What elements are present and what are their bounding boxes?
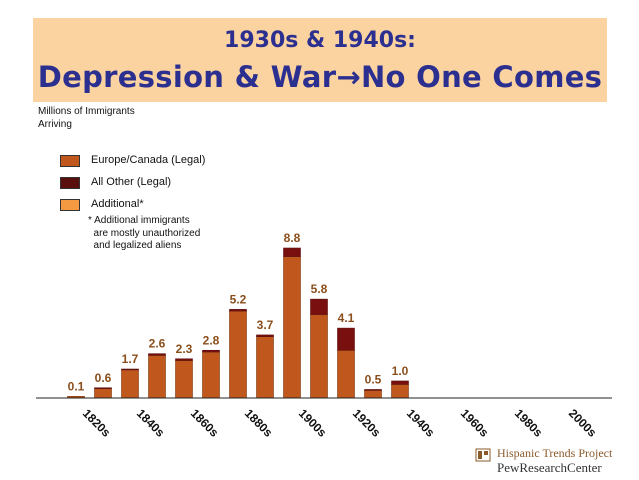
bar-1880s-europe — [229, 310, 247, 399]
y-axis-label-text: Millions of Immigrants Arriving — [38, 106, 135, 130]
data-label-1930s: 0.5 — [365, 372, 382, 386]
x-tick-label-1960s: 1960s — [458, 406, 492, 440]
bar-1920s-europe — [337, 349, 355, 399]
bar-1870s-europe — [202, 351, 220, 399]
bar-1850s-other — [148, 353, 166, 356]
x-tick-label-1940s: 1940s — [404, 406, 438, 440]
legend-label-other: All Other (Legal) — [91, 176, 172, 188]
bar-1890s-europe — [256, 336, 274, 399]
data-label-1830s: 0.6 — [95, 371, 112, 385]
title-line-1: 1930s & 1940s: — [224, 28, 416, 53]
x-tick-label-1840s: 1840s — [134, 406, 168, 440]
bar-1860s-europe — [175, 360, 193, 399]
data-label-1880s: 5.2 — [230, 292, 247, 306]
legend-swatch-europe — [60, 155, 80, 167]
bar-1880s-other — [229, 309, 247, 312]
data-label-1860s: 2.3 — [176, 342, 193, 356]
bar-1890s-other — [256, 334, 274, 337]
data-label-1820s: 0.1 — [68, 379, 85, 393]
bar-1850s-europe — [148, 355, 166, 399]
data-label-1900s: 8.8 — [284, 231, 301, 245]
source-organization: PewResearchCenter — [497, 460, 602, 475]
legend-swatch-other — [60, 177, 80, 189]
data-label-1870s: 2.8 — [203, 333, 220, 347]
title-banner: 1930s & 1940s: Depression & War→No One C… — [33, 18, 607, 102]
bar-1840s-other — [121, 368, 139, 371]
source-project: Hispanic Trends Project — [497, 446, 613, 460]
bar-1900s-other — [283, 247, 301, 257]
bar-1840s-europe — [121, 369, 139, 399]
bar-1830s-other — [94, 387, 112, 389]
legend-swatch-additional — [60, 199, 80, 211]
data-label-1890s: 3.7 — [257, 318, 274, 332]
data-label-1910s: 5.8 — [311, 282, 328, 296]
data-label-1840s: 1.7 — [122, 352, 139, 366]
data-label-1940s: 1.0 — [392, 364, 409, 378]
bar-1910s-europe — [310, 314, 328, 399]
data-label-1850s: 2.6 — [149, 337, 166, 351]
bar-1930s-europe — [364, 390, 382, 399]
bar-1940s-europe — [391, 384, 409, 399]
legend-label-additional: Additional* — [91, 198, 144, 210]
y-axis-label: Millions of Immigrants Arriving — [38, 105, 148, 131]
bar-1910s-other — [310, 298, 328, 315]
legend-footnote: * Additional immigrants are mostly unaut… — [88, 215, 201, 251]
x-tick-label-1880s: 1880s — [242, 406, 276, 440]
data-label-1920s: 4.1 — [338, 311, 355, 325]
bar-1830s-europe — [94, 388, 112, 399]
title-line-2: Depression & War→No One Comes — [37, 60, 603, 94]
x-tick-label-1900s: 1900s — [296, 406, 330, 440]
x-tick-label-2000s: 2000s — [566, 406, 600, 440]
x-tick-label-1920s: 1920s — [350, 406, 384, 440]
x-tick-label-1980s: 1980s — [512, 406, 546, 440]
bar-1930s-other — [364, 389, 382, 391]
bar-1920s-other — [337, 327, 355, 351]
pew-logo-icon — [475, 448, 491, 462]
x-tick-label-1820s: 1820s — [80, 406, 114, 440]
legend-label-europe: Europe/Canada (Legal) — [91, 154, 206, 166]
bar-1860s-other — [175, 358, 193, 361]
bar-1940s-other — [391, 380, 409, 385]
bar-1870s-other — [202, 349, 220, 353]
bar-1900s-europe — [283, 256, 301, 399]
x-tick-label-1860s: 1860s — [188, 406, 222, 440]
